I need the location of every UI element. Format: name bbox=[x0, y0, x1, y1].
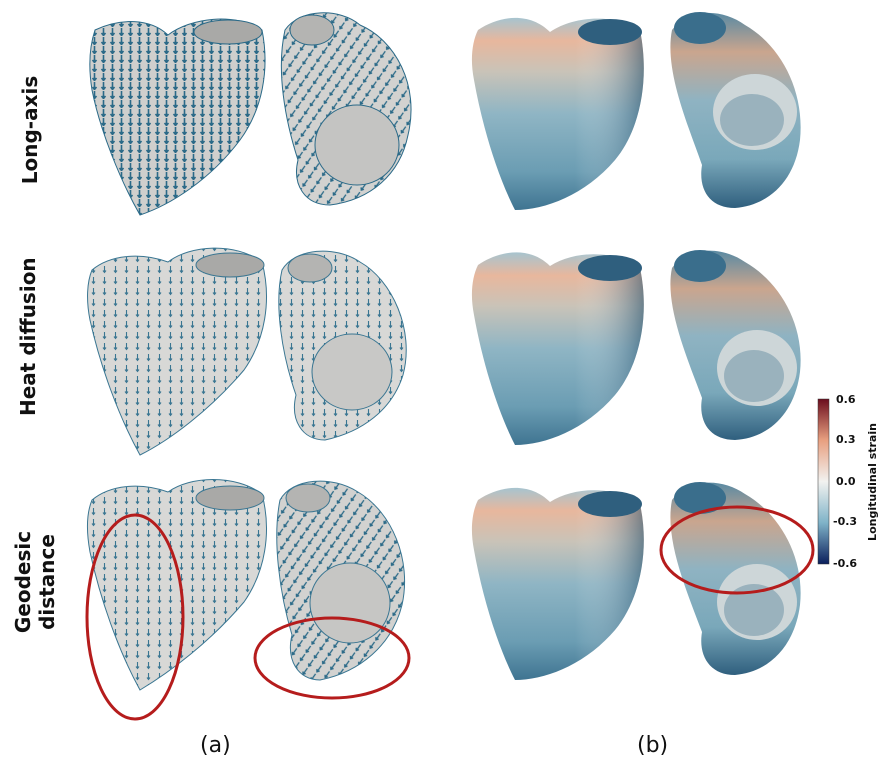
heart-strain-geodesic-front bbox=[471, 487, 644, 680]
heart-strain-geodesic-side bbox=[670, 482, 801, 675]
heart-vectors-long-axis-side bbox=[280, 12, 412, 206]
colorbar-tick-4: -0.6 bbox=[833, 557, 857, 570]
heart-vectors-geodesic-side bbox=[276, 480, 406, 681]
panel-label-a: (a) bbox=[200, 733, 231, 758]
colorbar: 0.6 0.3 0.0 -0.3 -0.6 Longitudinal strai… bbox=[817, 393, 879, 570]
colorbar-gradient bbox=[817, 398, 830, 565]
panel-label-b: (b) bbox=[637, 733, 669, 758]
colorbar-title: Longitudinal strain bbox=[866, 423, 879, 541]
heart-vectors-heat-diffusion-side bbox=[278, 250, 407, 441]
heart-vectors-geodesic-front bbox=[87, 479, 267, 691]
highlight-ellipse-strain-side-base bbox=[659, 505, 815, 595]
heart-strain-heat-diffusion-front bbox=[471, 252, 644, 445]
highlight-ellipse-geodesic-apex bbox=[85, 513, 185, 721]
colorbar-tick-3: -0.3 bbox=[833, 515, 857, 528]
heart-vectors-long-axis-front bbox=[89, 18, 266, 216]
colorbar-tick-1: 0.3 bbox=[836, 433, 856, 446]
colorbar-tick-0: 0.6 bbox=[836, 393, 856, 406]
colorbar-tick-2: 0.0 bbox=[836, 475, 856, 488]
highlight-ellipse-geodesic-side-base bbox=[253, 616, 411, 700]
heart-strain-long-axis-side bbox=[670, 12, 801, 208]
heart-strain-heat-diffusion-side bbox=[670, 250, 801, 440]
heart-vectors-heat-diffusion-front bbox=[87, 247, 267, 456]
heart-strain-long-axis-front bbox=[471, 17, 644, 210]
